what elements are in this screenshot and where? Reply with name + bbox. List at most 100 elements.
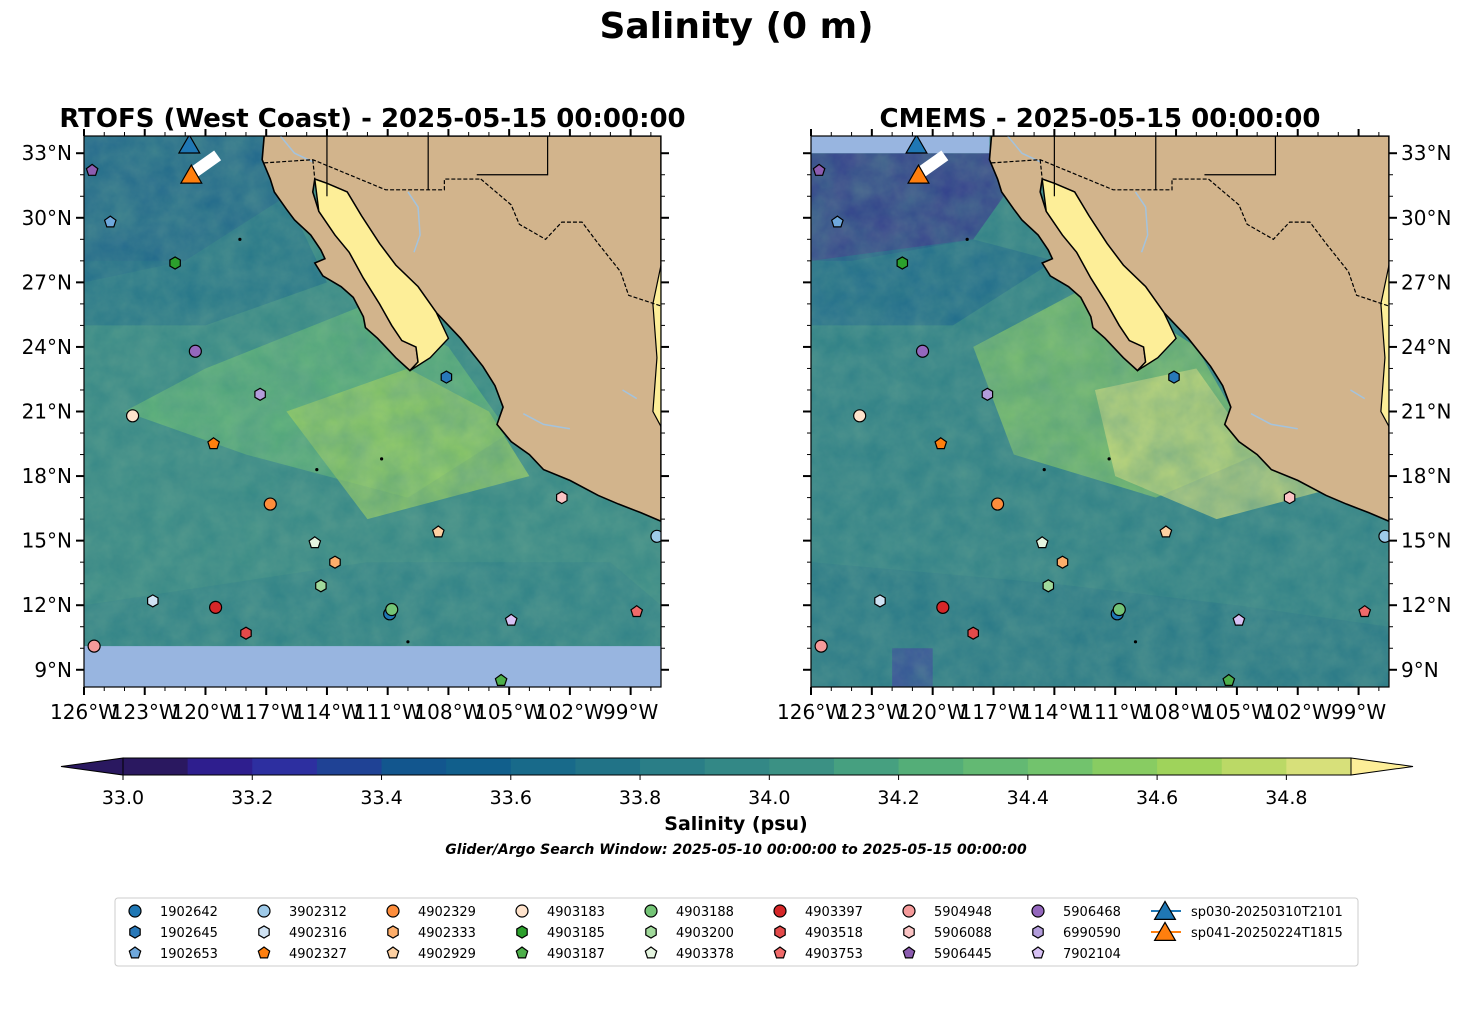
legend-item: 4903753: [773, 946, 863, 962]
legend-item: 4903183: [515, 904, 605, 920]
legend-item: 1902642: [128, 904, 218, 920]
legend-marker: [902, 904, 916, 918]
legend-marker: [644, 904, 658, 918]
legend-marker: [774, 925, 786, 939]
point-4903378: [1035, 536, 1049, 549]
legend-label: 5906445: [934, 947, 992, 962]
legend-item: 4903187: [515, 946, 605, 962]
point-4902327: [207, 437, 221, 450]
point-6990590: [254, 387, 266, 401]
colorbar-bin: [252, 758, 318, 775]
point-3902312: [1378, 529, 1389, 543]
colorbar-bin: [187, 758, 253, 775]
legend-item: 5904948: [902, 904, 992, 920]
point-3902312: [650, 529, 661, 543]
legend-label: sp041-20250224T1815: [1191, 926, 1343, 941]
legend-label: 4902327: [289, 947, 347, 962]
state-border: [1204, 136, 1277, 176]
point-6990590: [981, 387, 994, 401]
river-line: [622, 389, 638, 400]
lat-tick-label: 15°N: [22, 529, 72, 553]
legend-item: 4902929: [386, 946, 476, 962]
island: [380, 457, 384, 461]
colorbar-bin: [1157, 758, 1223, 775]
colorbar-bin: [640, 758, 706, 775]
colorbar-bin: [446, 758, 512, 775]
lon-tick-label: 120°W: [899, 700, 967, 724]
legend-label: 4903378: [676, 947, 734, 962]
state-border: [476, 136, 549, 176]
legend-marker: [1153, 921, 1177, 942]
lat-tick-label: 24°N: [1401, 335, 1451, 359]
legend-label: 1902642: [160, 905, 218, 920]
lat-tick-label: 33°N: [1401, 141, 1451, 165]
island: [315, 468, 319, 472]
colorbar-extend-max: [1350, 757, 1414, 776]
river-line: [407, 191, 421, 253]
point-1902653: [103, 215, 117, 228]
nodata-region: [811, 136, 990, 154]
point-4903183: [125, 409, 140, 423]
colorbar-bin: [575, 758, 641, 775]
lat-tick-label: 30°N: [22, 206, 72, 230]
colorbar-tick-label: 33.6: [490, 787, 532, 809]
legend-item: 4903378: [644, 946, 734, 962]
legend-label: 4903397: [805, 905, 863, 920]
lat-tick-label: 30°N: [1401, 206, 1451, 230]
point-sp030-20250310T2101: [905, 136, 928, 154]
point-1902653: [830, 215, 844, 228]
lon-tick-label: 108°W: [414, 700, 482, 724]
legend-marker: [516, 925, 528, 939]
colorbar-tick-label: 33.8: [619, 787, 661, 809]
legend-marker: [903, 925, 915, 939]
colorbar-tick-label: 34.8: [1265, 787, 1307, 809]
colorbar-frame: [122, 757, 1352, 776]
legend-label: 4903188: [676, 905, 734, 920]
lat-tick-label: 9°N: [1401, 658, 1439, 682]
nodata-region: [84, 646, 661, 687]
legend-item: 5906088: [903, 925, 992, 941]
point-1902645: [440, 370, 453, 384]
point-4902329: [990, 497, 1005, 511]
colorbar-bin: [769, 758, 835, 775]
legend-marker: [773, 946, 787, 959]
lon-tick-label: 114°W: [1020, 700, 1088, 724]
lon-tick-label: 117°W: [960, 700, 1028, 724]
river-line: [1134, 191, 1149, 253]
lon-tick-label: 108°W: [1142, 700, 1210, 724]
point-5906445: [85, 163, 99, 176]
country-border: [1208, 178, 1389, 307]
colorbar-bin: [123, 758, 189, 775]
point-4902333: [329, 555, 341, 569]
legend-label: 1902653: [160, 947, 218, 962]
lon-tick-label: 105°W: [475, 700, 543, 724]
colorbar-tick-label: 33.2: [231, 787, 273, 809]
legend-label: 4902929: [418, 947, 476, 962]
legend-marker: [773, 904, 787, 918]
legend-label: 4902333: [418, 926, 476, 941]
point-5906088: [555, 490, 568, 505]
legend-marker: [386, 946, 400, 959]
colorbar-bin: [963, 758, 1029, 775]
legend-label: sp030-20250310T2101: [1191, 905, 1343, 920]
point-7902104: [504, 613, 518, 626]
point-4902333: [1056, 555, 1069, 569]
gulf-of-california: [313, 178, 450, 372]
legend-label: 4903200: [676, 926, 734, 941]
legend-label: 4902329: [418, 905, 476, 920]
country-border: [480, 178, 661, 307]
lat-tick-label: 27°N: [22, 270, 72, 294]
lat-tick-label: 18°N: [1401, 464, 1451, 488]
legend-marker: [644, 946, 658, 959]
point-5904948: [814, 639, 828, 653]
island: [965, 237, 969, 241]
lon-tick-label: 120°W: [171, 700, 239, 724]
point-sp041-20250224T1815: [179, 163, 203, 184]
legend-label: 4903187: [547, 947, 605, 962]
lat-tick-label: 12°N: [22, 593, 72, 617]
legend-item: 4903397: [773, 904, 863, 920]
lon-tick-label: 123°W: [111, 700, 179, 724]
lon-tick-label: 105°W: [1203, 700, 1271, 724]
legend-item: 1902645: [129, 925, 218, 941]
